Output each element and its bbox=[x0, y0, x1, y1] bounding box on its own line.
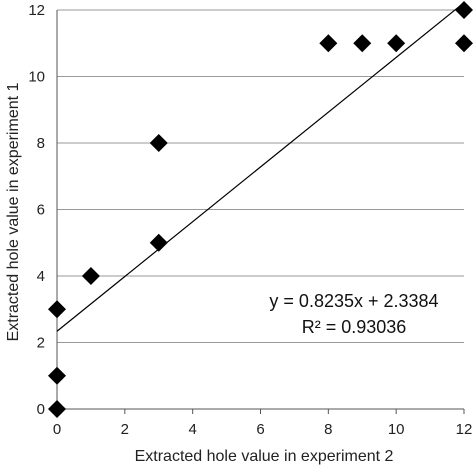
y-tick-label: 0 bbox=[37, 401, 45, 418]
r-squared-label: R² = 0.93036 bbox=[302, 317, 407, 337]
y-tick-label: 8 bbox=[37, 135, 45, 152]
y-tick-label: 12 bbox=[28, 2, 45, 19]
equation-label: y = 0.8235x + 2.3384 bbox=[269, 291, 438, 311]
x-tick-labels: 0 2 4 6 8 10 12 bbox=[53, 421, 473, 438]
y-tick-label: 10 bbox=[28, 69, 45, 86]
y-tick-labels: 0 2 4 6 8 10 12 bbox=[28, 2, 45, 418]
data-point bbox=[387, 34, 406, 53]
x-tick-label: 6 bbox=[256, 421, 264, 438]
data-point bbox=[149, 233, 168, 252]
x-tick-label: 12 bbox=[456, 421, 473, 438]
data-point bbox=[353, 34, 372, 53]
data-point bbox=[149, 134, 168, 152]
x-tick-label: 0 bbox=[53, 421, 61, 438]
trendline bbox=[56, 2, 465, 332]
x-tick-label: 10 bbox=[388, 421, 405, 438]
x-tick-label: 8 bbox=[324, 421, 332, 438]
data-point bbox=[81, 267, 100, 285]
x-tick-label: 4 bbox=[188, 421, 196, 438]
y-tick-label: 2 bbox=[37, 335, 45, 352]
axes bbox=[56, 10, 465, 414]
data-points bbox=[48, 1, 473, 418]
data-point bbox=[48, 300, 66, 319]
data-point bbox=[455, 1, 473, 19]
trendline-group bbox=[56, 2, 465, 332]
x-tick-label: 2 bbox=[121, 421, 129, 438]
data-point bbox=[48, 366, 66, 385]
data-point bbox=[455, 34, 473, 53]
y-axis-label: Extracted hole value in experiment 1 bbox=[5, 82, 22, 341]
y-tick-label: 4 bbox=[37, 268, 45, 285]
y-tick-label: 6 bbox=[37, 202, 45, 219]
data-point bbox=[319, 34, 338, 53]
data-point bbox=[48, 400, 66, 418]
x-axis-label: Extracted hole value in experiment 2 bbox=[135, 448, 394, 465]
